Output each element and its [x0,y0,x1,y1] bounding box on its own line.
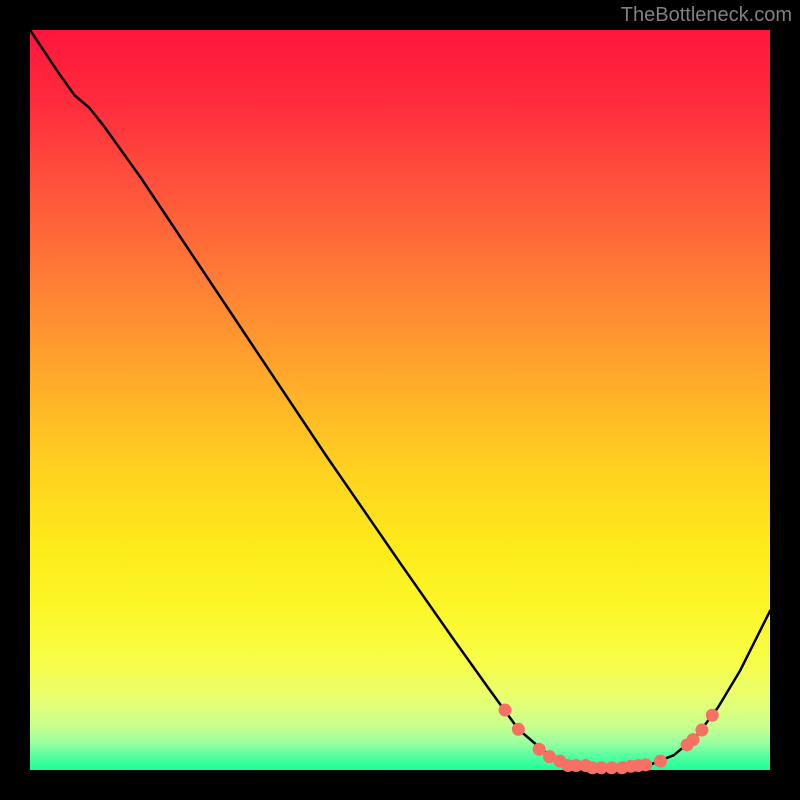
chart-svg [0,0,800,800]
data-marker [687,733,700,746]
data-marker [706,709,719,722]
chart-container: TheBottleneck.com [0,0,800,800]
data-marker [512,723,525,736]
data-marker [654,755,667,768]
data-marker [695,724,708,737]
data-marker [499,704,512,717]
data-marker [639,758,652,771]
plot-background [30,30,770,770]
watermark-text: TheBottleneck.com [621,4,792,27]
